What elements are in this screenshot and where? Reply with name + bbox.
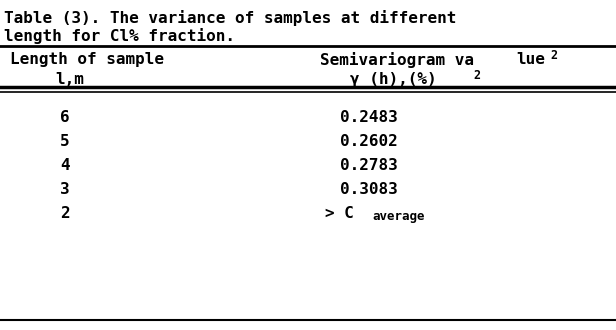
Text: 6: 6 [60,110,70,125]
Text: length for Cl% fraction.: length for Cl% fraction. [4,28,235,44]
Text: 0.2602: 0.2602 [340,134,398,149]
Text: Semivariogram va: Semivariogram va [320,52,474,68]
Text: 2: 2 [550,49,557,62]
Text: lue: lue [516,52,545,67]
Text: 0.3083: 0.3083 [340,182,398,197]
Text: 5: 5 [60,134,70,149]
Text: 2: 2 [60,206,70,221]
Text: 4: 4 [60,158,70,173]
Text: 0.2483: 0.2483 [340,110,398,125]
Text: Table (3). The variance of samples at different: Table (3). The variance of samples at di… [4,10,456,26]
Text: Length of sample: Length of sample [10,52,164,67]
Text: > C: > C [325,206,354,221]
Text: 2: 2 [473,69,480,82]
Text: average: average [372,210,424,223]
Text: 3: 3 [60,182,70,197]
Text: 0.2783: 0.2783 [340,158,398,173]
Text: l,m: l,m [55,72,84,87]
Text: γ (h),(%): γ (h),(%) [350,72,437,87]
